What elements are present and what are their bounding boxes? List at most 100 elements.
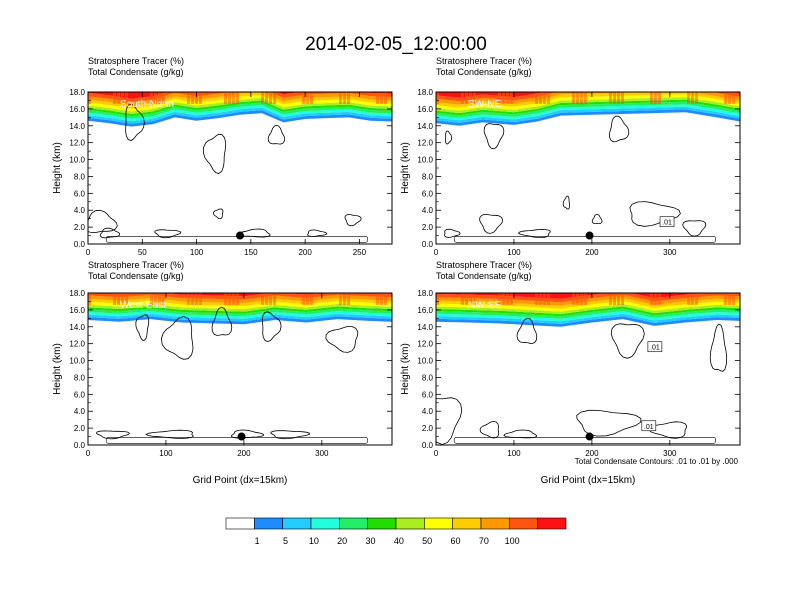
tracer-stripe: [613, 293, 616, 305]
tracer-band: [436, 104, 740, 121]
plot-area: [88, 293, 392, 445]
panel-subtitle-line: Stratosphere Tracer (%): [88, 56, 184, 66]
colorbar-label: 60: [450, 536, 460, 546]
tracer-stripe: [158, 92, 161, 104]
x-tick-label: 200: [585, 449, 599, 458]
tracer-stripe: [609, 92, 612, 104]
tracer-stripe: [232, 293, 235, 305]
tracer-stripe: [269, 293, 272, 305]
tracer-stripe: [339, 293, 342, 305]
tracer-stripe: [302, 293, 305, 305]
colorbar-box: [480, 517, 510, 530]
y-tick-label: 8.0: [422, 373, 434, 382]
tracer-stripe: [502, 293, 505, 305]
tracer-band: [436, 99, 740, 116]
tracer-stripe: [576, 293, 579, 305]
tracer-stripe: [654, 293, 657, 305]
tracer-stripe: [339, 92, 342, 104]
condensate-contour: [591, 213, 603, 225]
tracer-band: [103, 293, 392, 297]
tracer-stripe: [609, 293, 612, 305]
tracer-stripe: [724, 293, 727, 305]
y-tick-label: 4.0: [74, 407, 86, 416]
condensate-contour: [160, 316, 194, 360]
condensate-contour: [610, 323, 645, 359]
tracer-stripe: [691, 92, 694, 104]
tracer-stripe: [347, 92, 350, 104]
tracer-stripe: [376, 293, 379, 305]
condensate-contour: [608, 115, 630, 143]
tracer-band: [436, 306, 740, 317]
tracer-stripe: [261, 293, 264, 305]
y-tick-label: 10.0: [417, 357, 433, 366]
tracer-stripe: [187, 293, 190, 305]
tracer-stripe: [384, 293, 387, 305]
tracer-stripe: [195, 293, 198, 305]
condensate-contour: [444, 228, 461, 238]
colorbar-box: [367, 517, 397, 530]
y-tick-label: 4.0: [422, 407, 434, 416]
tracer-stripe: [199, 293, 202, 305]
colorbar-label: 10: [309, 536, 319, 546]
colorbar-label: 100: [505, 536, 520, 546]
tracer-stripe: [306, 92, 309, 104]
tracer-stripe: [273, 293, 276, 305]
tracer-stripe: [691, 293, 694, 305]
x-tick-label: 50: [138, 248, 147, 257]
y-tick-label: 16.0: [69, 105, 85, 114]
tracer-stripe: [436, 293, 439, 305]
condensate-contour: [125, 103, 145, 141]
panel-subtitle-line: Total Condensate (g/kg): [88, 67, 184, 77]
tracer-stripe: [654, 92, 657, 104]
tracer-band: [436, 109, 740, 126]
tracer-band: [88, 107, 392, 124]
tracer-stripe: [224, 293, 227, 305]
tracer-stripe: [162, 293, 165, 305]
x-tick-label: 0: [434, 449, 439, 458]
tracer-stripe: [88, 293, 91, 305]
y-tick-label: 18.0: [417, 88, 433, 97]
tracer-stripe: [687, 293, 690, 305]
panel-subtitle-line: Stratosphere Tracer (%): [436, 260, 532, 270]
panel-nw-se: Stratosphere Tracer (%)Total Condensate …: [400, 260, 741, 486]
y-tick-label: 14.0: [69, 122, 85, 131]
y-tick-label: 8.0: [74, 172, 86, 181]
tracer-band: [436, 301, 740, 312]
plot-area: [88, 92, 392, 244]
tracer-stripe: [150, 92, 153, 104]
tracer-stripe: [302, 92, 305, 104]
tracer-stripe: [498, 92, 501, 104]
tracer-stripe: [236, 293, 239, 305]
tracer-band: [436, 316, 740, 327]
colorbar-box: [452, 517, 482, 530]
y-tick-label: 2.0: [74, 223, 86, 232]
panel-subtitle-line: Total Condensate (g/kg): [88, 271, 184, 281]
condensate-contour: [105, 437, 368, 444]
tracer-stripe: [510, 293, 513, 305]
tracer-stripe: [265, 92, 268, 104]
y-tick-label: 10.0: [417, 156, 433, 165]
condensate-contour: [483, 123, 505, 150]
tracer-stripe: [732, 92, 735, 104]
y-tick-label: 2.0: [422, 223, 434, 232]
condensate-contour: [212, 208, 224, 220]
y-tick-label: 18.0: [69, 88, 85, 97]
tracer-stripe: [236, 92, 239, 104]
contour-label: .01: [644, 424, 654, 431]
condensate-contour: [682, 220, 707, 237]
y-tick-label: 12.0: [69, 139, 85, 148]
panel-label: NW-SE: [468, 300, 501, 311]
tracer-stripe: [621, 92, 624, 104]
y-tick-label: 0.0: [74, 441, 86, 450]
colorbar-box: [509, 517, 538, 530]
tracer-stripe: [125, 293, 128, 305]
x-tick-label: 100: [507, 248, 521, 257]
tracer-band: [436, 293, 740, 303]
tracer-stripe: [543, 92, 546, 104]
tracer-stripe: [154, 293, 157, 305]
tracer-stripe: [162, 92, 165, 104]
plot-area: .01: [436, 92, 740, 244]
y-tick-label: 16.0: [69, 306, 85, 315]
tracer-stripe: [88, 92, 91, 104]
tracer-stripe: [539, 293, 542, 305]
